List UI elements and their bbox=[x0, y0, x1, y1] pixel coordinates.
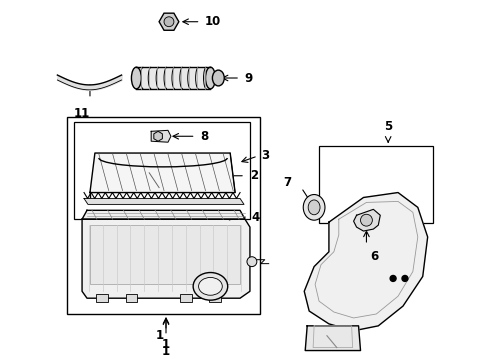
Circle shape bbox=[163, 17, 174, 27]
Circle shape bbox=[360, 214, 371, 226]
Text: 1: 1 bbox=[156, 329, 164, 342]
Ellipse shape bbox=[212, 70, 224, 86]
Polygon shape bbox=[90, 153, 235, 193]
Circle shape bbox=[401, 275, 407, 282]
Ellipse shape bbox=[303, 194, 325, 220]
Bar bbox=[67, 117, 259, 314]
Ellipse shape bbox=[131, 67, 141, 89]
Polygon shape bbox=[84, 198, 244, 204]
Text: 9: 9 bbox=[244, 72, 252, 85]
Polygon shape bbox=[304, 193, 427, 331]
Bar bbox=[180, 294, 191, 302]
Text: 11: 11 bbox=[74, 107, 90, 120]
Polygon shape bbox=[82, 219, 249, 298]
Text: 4: 4 bbox=[251, 211, 260, 224]
Text: 2: 2 bbox=[249, 169, 258, 182]
Text: 10: 10 bbox=[204, 15, 220, 28]
Ellipse shape bbox=[205, 67, 215, 89]
Circle shape bbox=[389, 275, 395, 282]
Text: 6: 6 bbox=[369, 250, 378, 263]
Polygon shape bbox=[151, 130, 171, 142]
Text: 1: 1 bbox=[162, 338, 170, 351]
Text: 7: 7 bbox=[283, 176, 291, 189]
Bar bbox=[318, 146, 432, 223]
Bar bbox=[74, 122, 249, 219]
Bar bbox=[209, 294, 221, 302]
Ellipse shape bbox=[198, 278, 222, 295]
Ellipse shape bbox=[307, 200, 319, 215]
Text: 8: 8 bbox=[200, 130, 208, 143]
Text: 1: 1 bbox=[162, 345, 170, 357]
Ellipse shape bbox=[193, 273, 227, 300]
Text: 3: 3 bbox=[260, 149, 268, 162]
Bar bbox=[136, 67, 210, 89]
Bar bbox=[90, 225, 240, 284]
Bar bbox=[125, 294, 137, 302]
Polygon shape bbox=[305, 326, 360, 351]
Polygon shape bbox=[353, 209, 380, 231]
Bar bbox=[96, 294, 107, 302]
Circle shape bbox=[246, 257, 256, 267]
Polygon shape bbox=[82, 210, 244, 219]
Text: 5: 5 bbox=[383, 120, 391, 133]
